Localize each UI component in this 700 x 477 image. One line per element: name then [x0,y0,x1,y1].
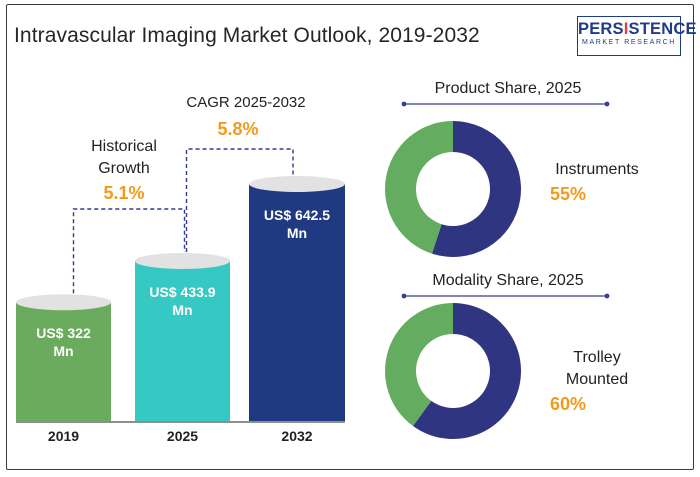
bar-cap-2019 [16,294,111,311]
logo-wordmark: PERSISTENCE [578,20,696,38]
brand-logo: PERSISTENCE MARKET RESEARCH [577,16,696,56]
bar-2019 [16,302,111,421]
donut-segment-label: Trolley [573,349,620,366]
bar-value-label: US$ 322 [36,325,91,341]
donut-segment-other [385,121,453,254]
cagr-label: CAGR 2025-2032 [186,94,305,111]
cagr-connector [185,148,294,252]
bar-cap-2032 [249,176,345,192]
rule-dot-left [401,101,407,107]
donut-title: Product Share, 2025 [435,80,582,97]
bar-value-label-unit: Mn [172,302,192,318]
rule-dot-right [604,101,610,107]
logo-subtext: MARKET RESEARCH [582,39,676,46]
donut-segment-main [431,121,522,257]
donut-segment-label: Instruments [555,161,639,178]
donut-title-bg [425,76,591,98]
donut-segment-value: 55% [550,184,586,204]
historical-label-2: Growth [98,160,150,177]
chart-title: Intravascular Imaging Market Outlook, 20… [14,24,480,47]
logo-text-accent: I [623,20,629,38]
bar-value-label: US$ 642.5 [264,207,330,223]
bar-2025 [135,260,230,421]
historical-label: Historical [91,138,157,155]
logo-text-b: STENCE [628,20,697,38]
donut-title: Modality Share, 2025 [432,272,583,289]
historical-connector [72,208,186,294]
donut-segment-main [413,303,522,439]
historical-value: 5.1% [103,183,144,203]
x-tick-label: 2019 [48,428,79,444]
bar-2032 [249,184,345,421]
x-tick-label: 2025 [167,428,198,444]
logo-text-a: PERS [578,20,624,38]
rule-dot-left [401,293,407,299]
x-tick-label: 2032 [281,428,312,444]
donut-segment-other [385,303,453,427]
donut-title-bg [425,268,591,290]
bar-value-label-unit: Mn [53,343,73,359]
bar-value-label-unit: Mn [287,225,307,241]
rule-dot-right [604,293,610,299]
bar-cap-2025 [135,252,230,269]
donut-segment-label: Mounted [566,371,628,388]
cagr-value: 5.8% [217,119,258,139]
donut-segment-value: 60% [550,394,586,414]
bar-value-label: US$ 433.9 [149,284,215,300]
